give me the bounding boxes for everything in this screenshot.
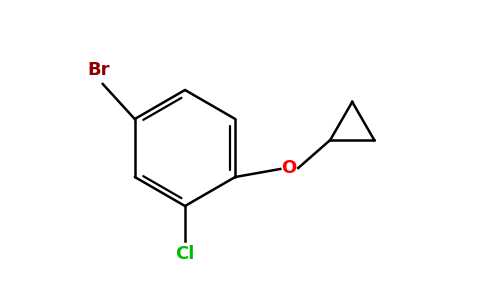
Text: Cl: Cl — [175, 245, 195, 263]
Text: O: O — [282, 159, 297, 177]
Text: Br: Br — [88, 61, 110, 79]
